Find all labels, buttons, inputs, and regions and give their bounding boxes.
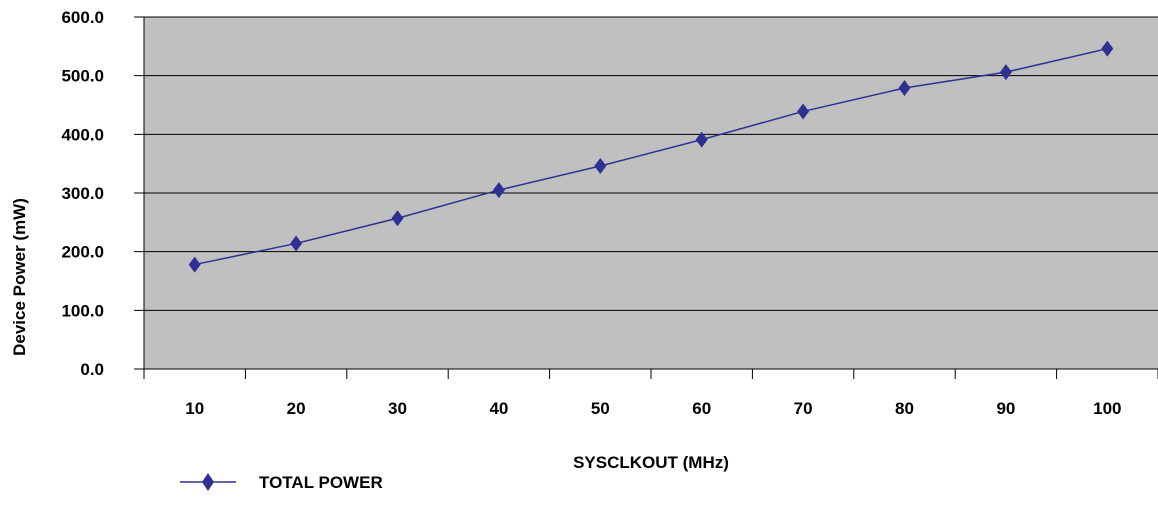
axes [134, 17, 1158, 379]
x-tick-label: 20 [287, 399, 306, 418]
series-line [194, 47, 1108, 266]
data-point-marker [797, 103, 810, 120]
data-point-marker [290, 235, 303, 252]
x-tick-label: 40 [489, 399, 508, 418]
y-tick-label: 100.0 [61, 301, 104, 320]
y-tick-labels: 0.0 100.0 200.0 300.0 400.0 500.0 600.0 [61, 8, 104, 379]
legend: TOTAL POWER [180, 473, 383, 492]
grid-lines [134, 16, 1158, 311]
x-tick-label: 100 [1093, 399, 1121, 418]
x-tick-label: 10 [185, 399, 204, 418]
legend-label: TOTAL POWER [259, 473, 383, 492]
data-point-marker [188, 256, 201, 273]
x-tick-label: 90 [996, 399, 1015, 418]
y-tick-label: 600.0 [61, 8, 104, 27]
x-tick-label: 80 [895, 399, 914, 418]
data-point-marker [999, 64, 1012, 81]
y-tick-label: 200.0 [61, 243, 104, 262]
x-axis-title: SYSCLKOUT (MHz) [573, 453, 729, 472]
data-point-marker [492, 182, 505, 199]
data-point-marker [594, 158, 607, 175]
x-tick-label: 30 [388, 399, 407, 418]
y-tick-label: 0.0 [80, 360, 104, 379]
x-tick-label: 70 [794, 399, 813, 418]
y-tick-label: 300.0 [61, 184, 104, 203]
legend-diamond-marker [202, 473, 214, 491]
data-point-marker [695, 131, 708, 148]
y-axis-title: Device Power (mW) [10, 198, 29, 356]
data-point-marker [898, 79, 911, 96]
x-tick-labels: 10 20 30 40 50 60 70 80 90 100 [185, 399, 1121, 418]
data-point-marker [391, 210, 404, 227]
x-tick-label: 60 [692, 399, 711, 418]
x-tick-label: 50 [591, 399, 610, 418]
y-tick-label: 400.0 [61, 125, 104, 144]
data-point-marker [1101, 40, 1114, 57]
series-layer [188, 40, 1114, 273]
y-tick-label: 500.0 [61, 67, 104, 86]
